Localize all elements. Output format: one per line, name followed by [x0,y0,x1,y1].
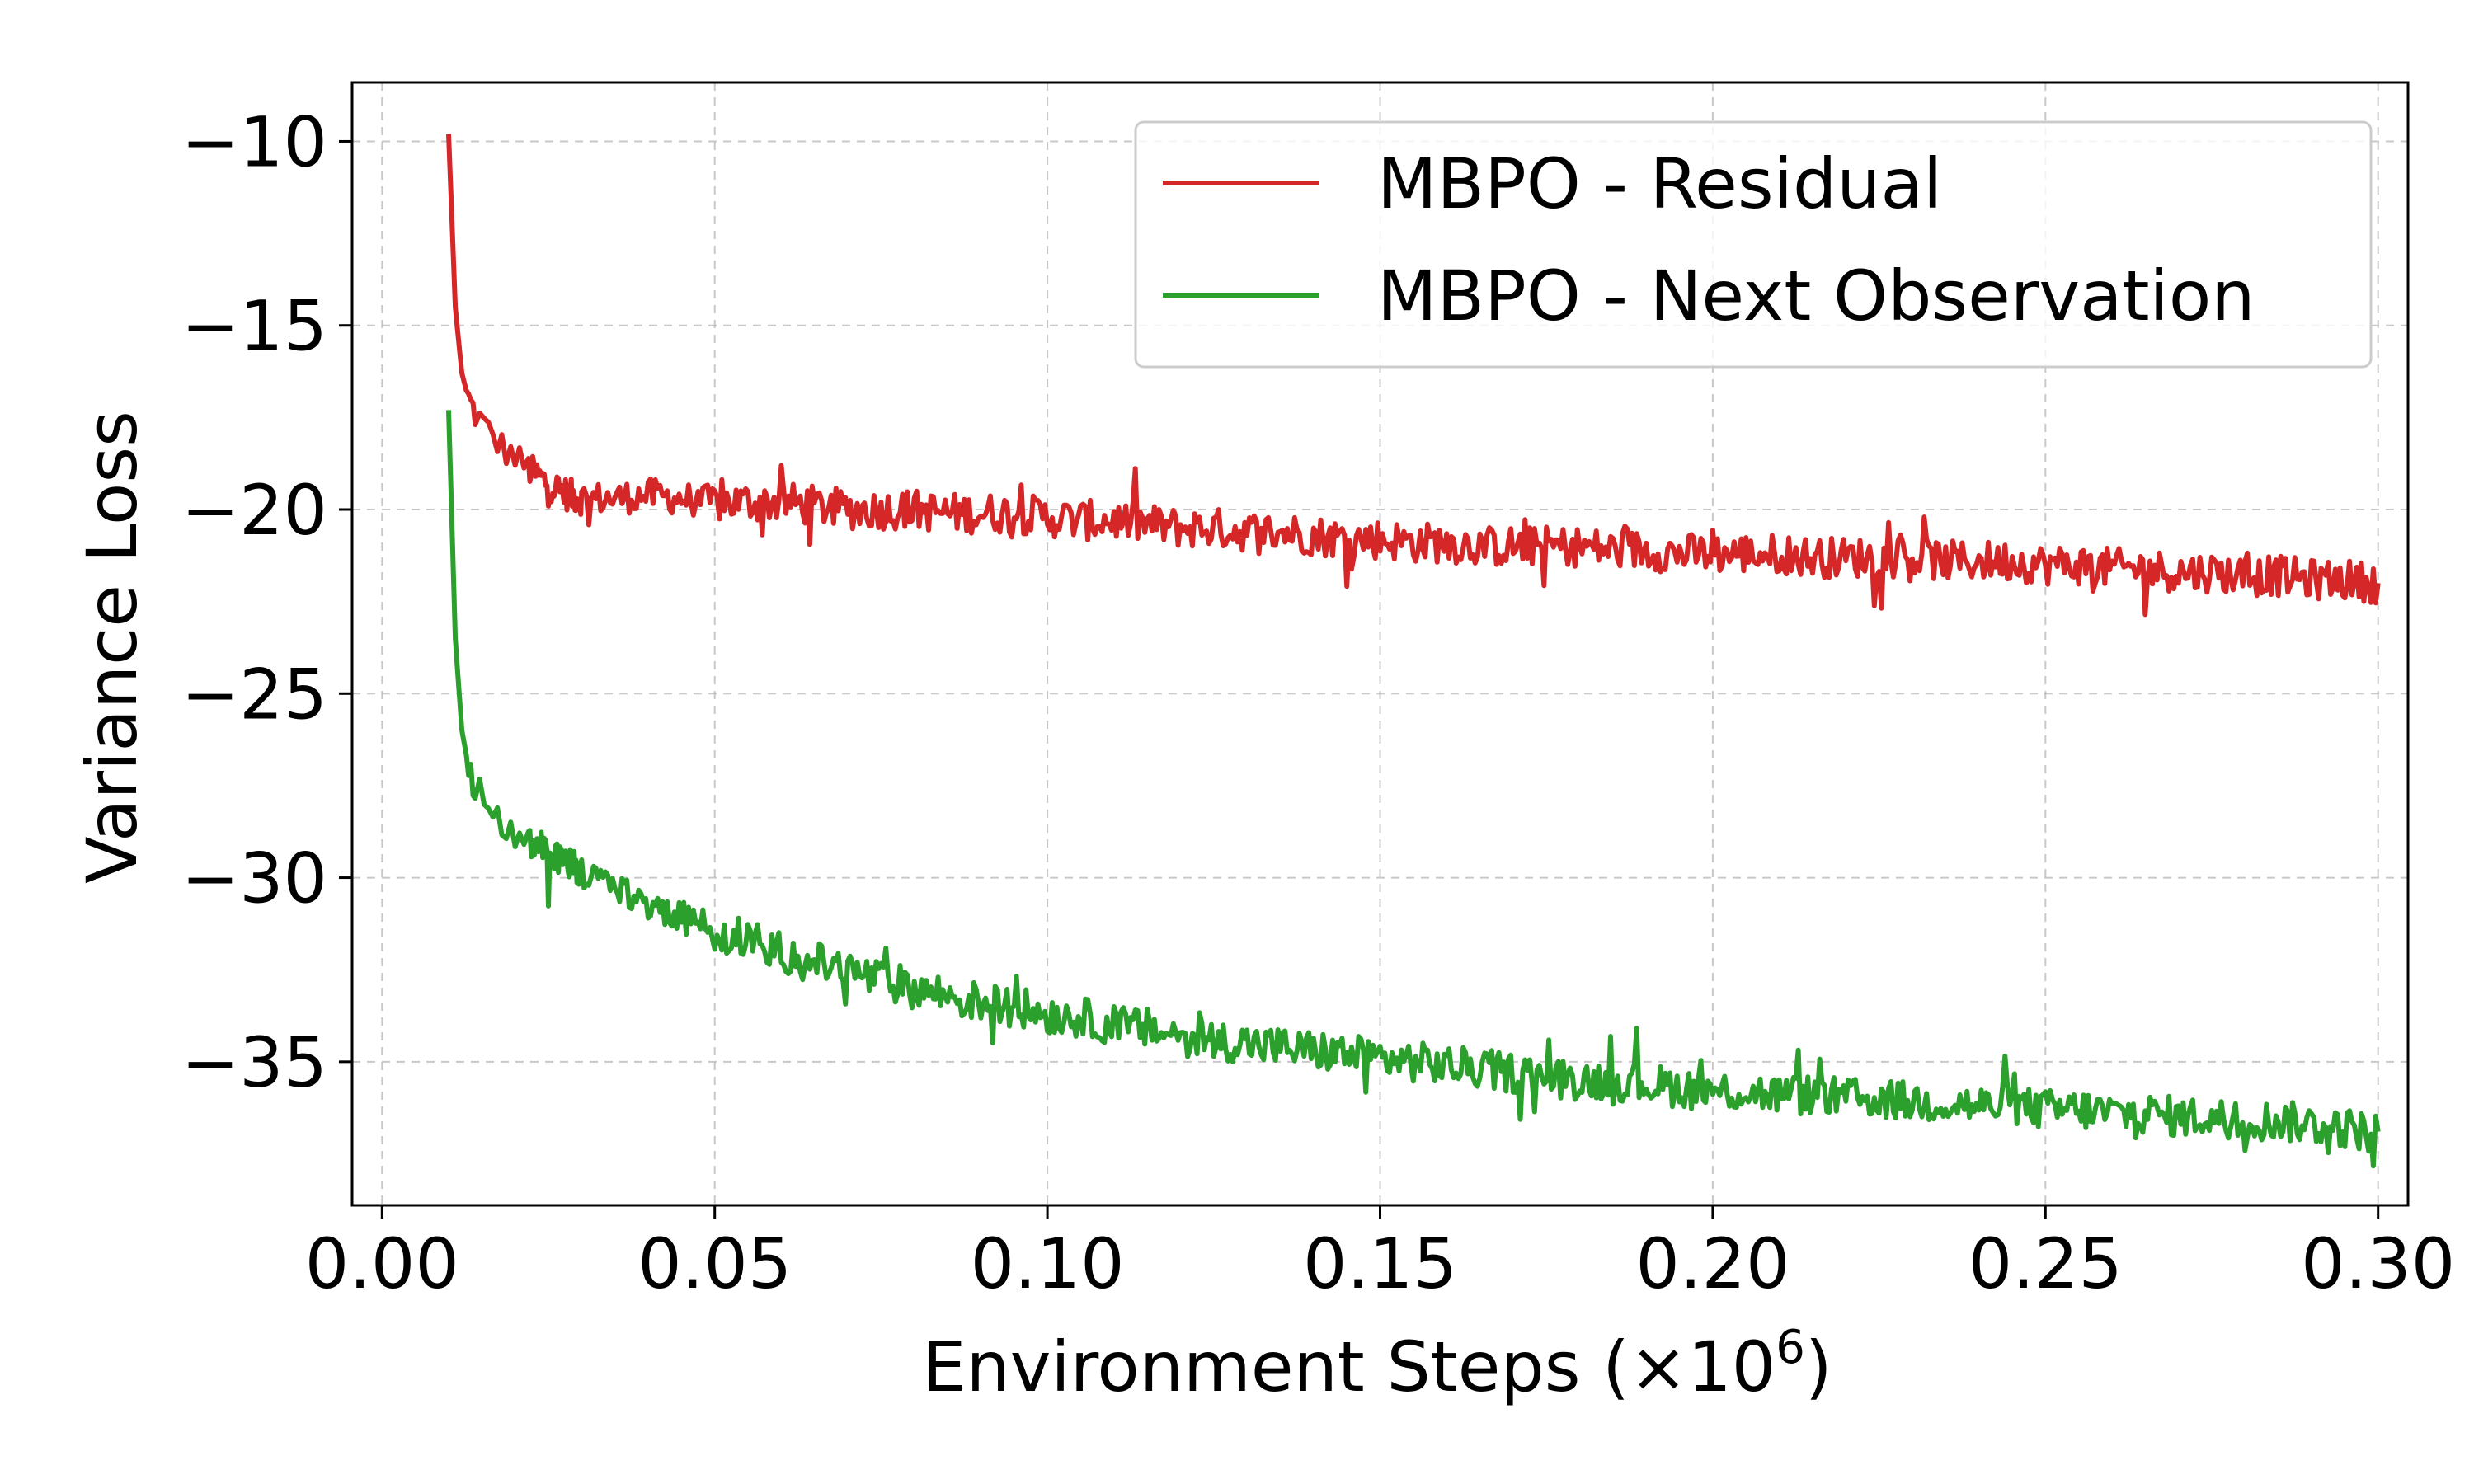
y-tick-label: −15 [181,286,327,367]
legend: MBPO - Residual MBPO - Next Observation [1134,120,2373,369]
y-tick-label: −35 [181,1022,327,1103]
y-tick-label: −10 [181,101,327,182]
series-lines [446,134,2381,1169]
x-tick-label: 0.00 [305,1223,459,1304]
x-axis-title: Environment Steps (×106) [922,1321,1832,1407]
legend-label-residual: MBPO - Residual [1377,143,1942,224]
x-axis-ticks: 0.00 0.05 0.10 0.15 0.20 0.25 0.30 [305,1205,2455,1304]
legend-box [1134,120,2373,369]
x-tick-label: 0.25 [1968,1223,2123,1304]
x-tick-label: 0.15 [1303,1223,1457,1304]
x-tick-label: 0.05 [637,1223,792,1304]
legend-label-next-observation: MBPO - Next Observation [1377,256,2255,336]
y-axis-title: Variance Loss [72,411,153,884]
y-tick-label: −30 [181,838,327,919]
series-line-next-observation [446,410,2381,1169]
x-tick-label: 0.10 [971,1223,1125,1304]
y-tick-label: −25 [181,654,327,735]
y-axis-ticks: −10 −15 −20 −25 −30 −35 [181,101,352,1103]
series-line-residual [446,134,2381,618]
x-tick-label: 0.30 [2301,1223,2455,1304]
x-tick-label: 0.20 [1635,1223,1790,1304]
y-tick-label: −20 [181,470,327,551]
